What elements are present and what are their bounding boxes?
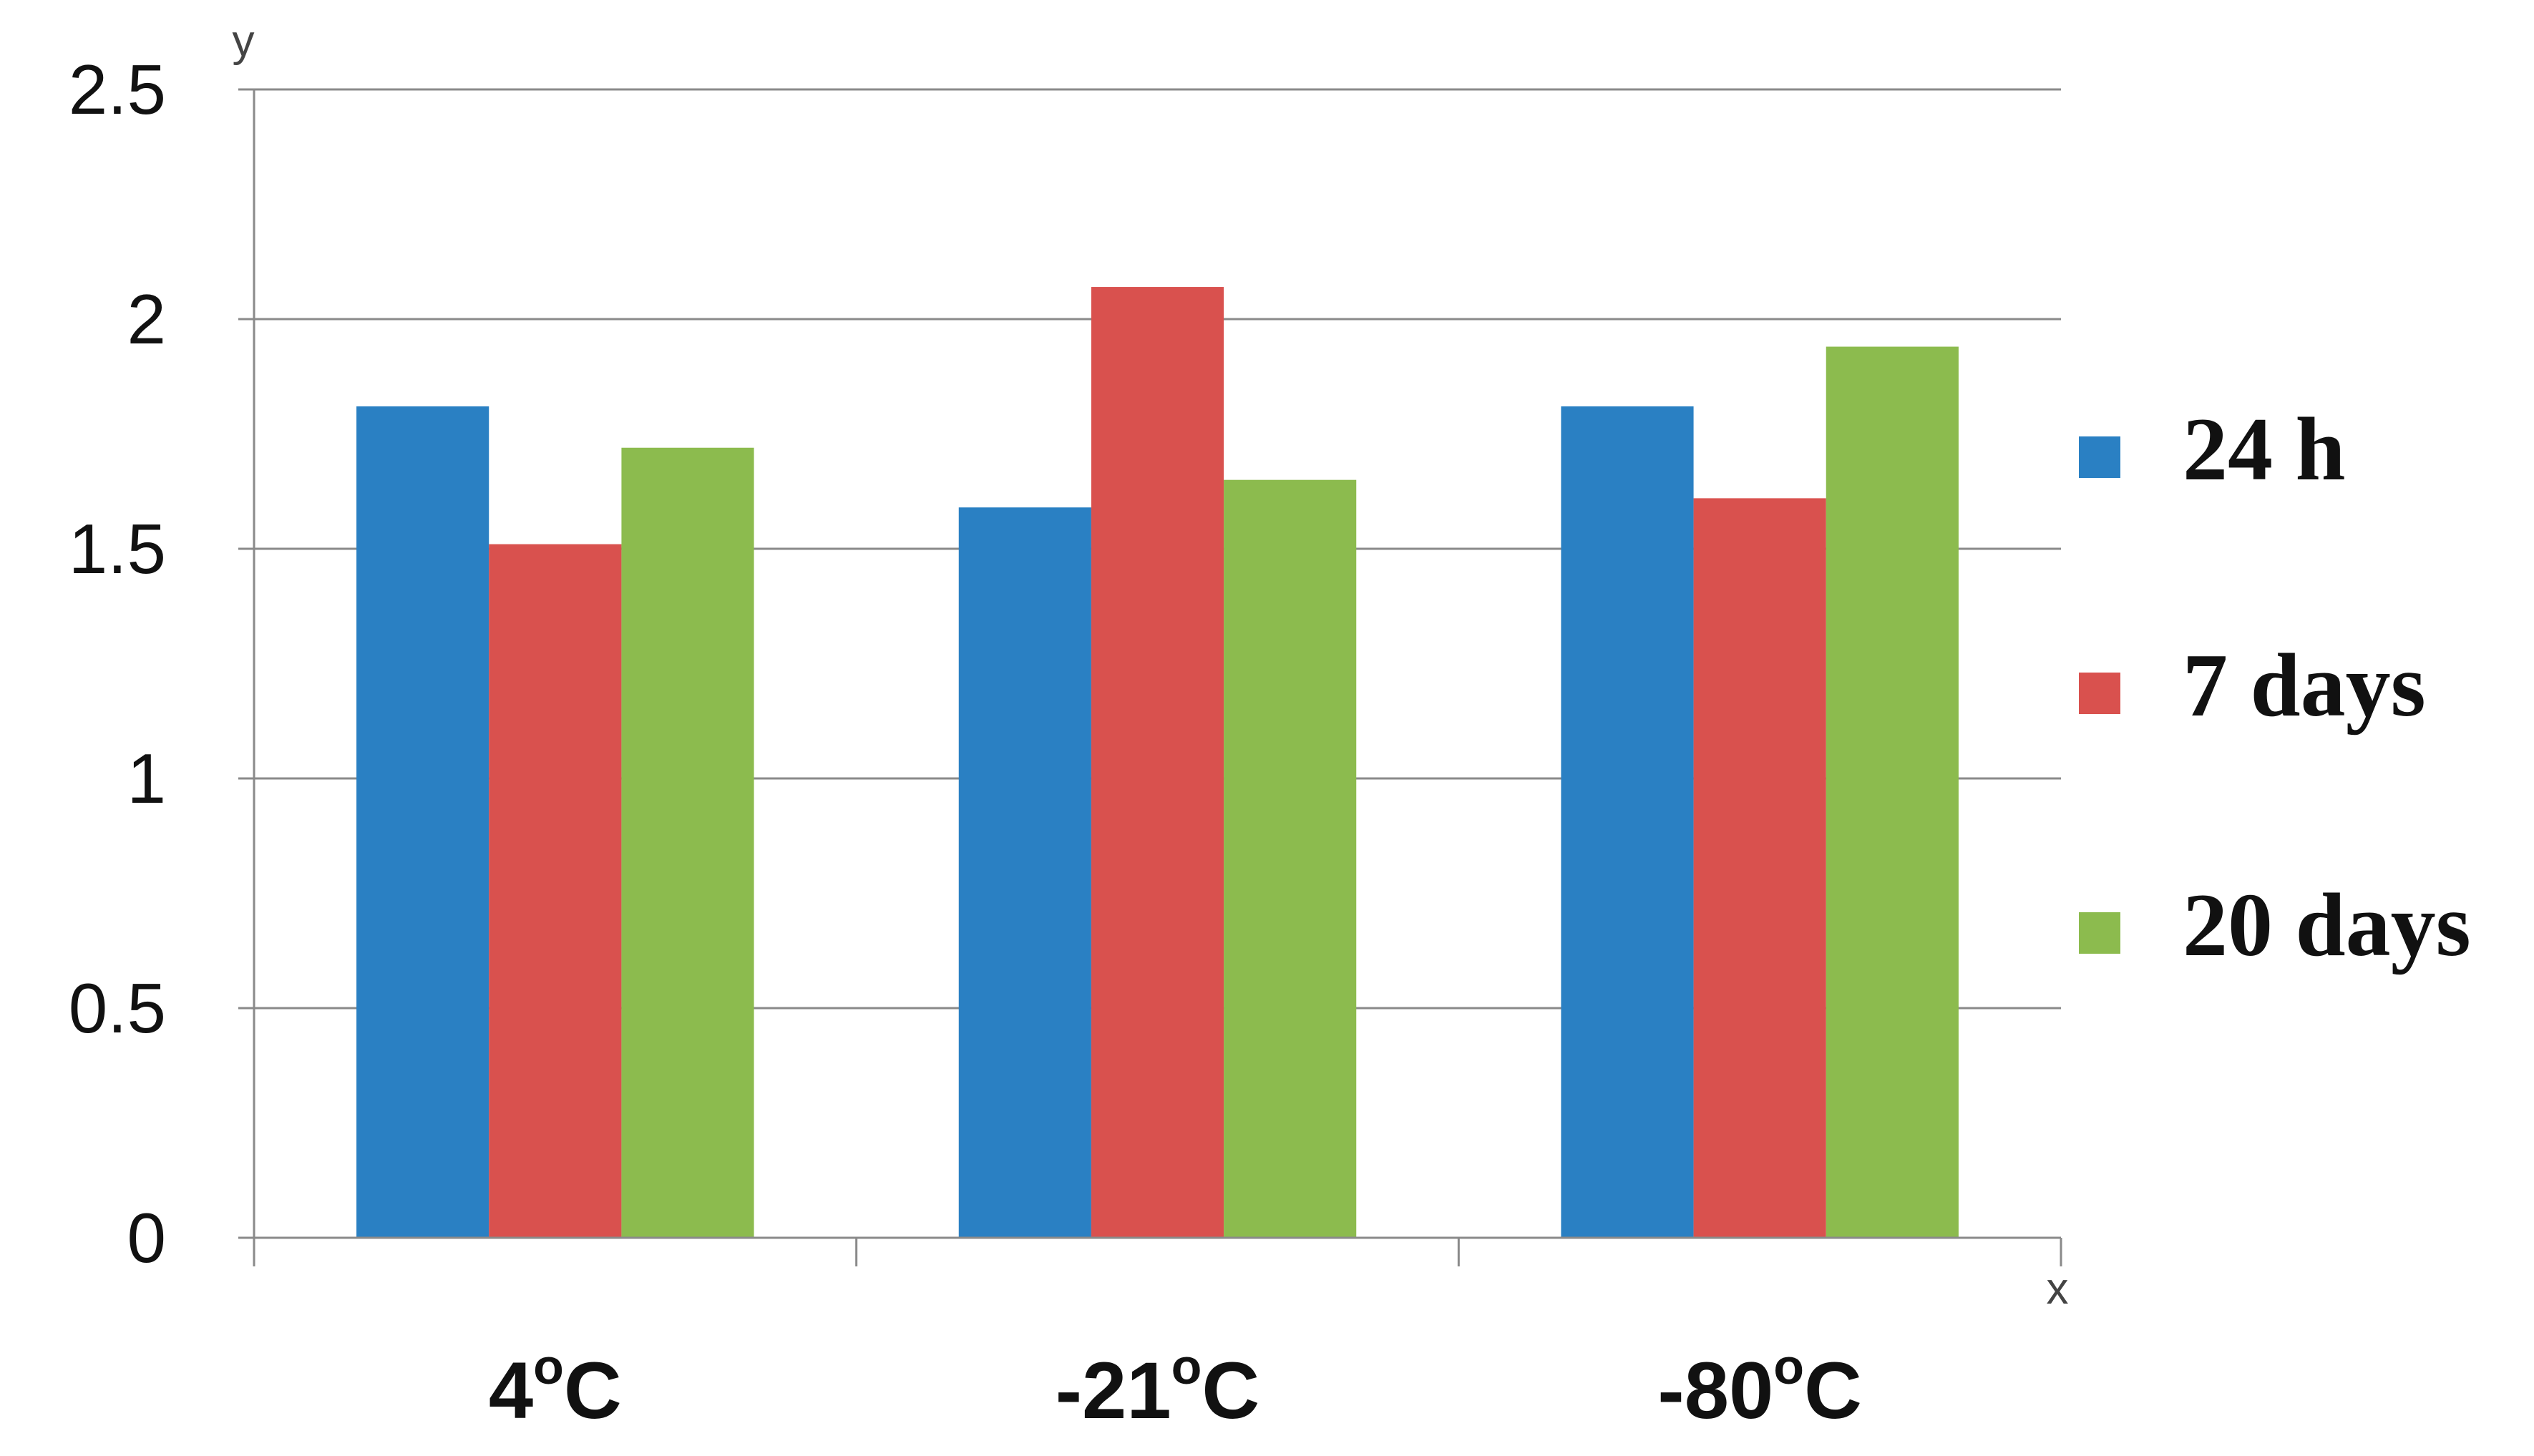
category-unit: C <box>1804 1346 1862 1435</box>
x-category-labels: 4oC -21oC -80oC <box>489 1339 1862 1435</box>
bar-24-h-0 <box>356 406 489 1238</box>
degree-superscript: o <box>1773 1339 1804 1394</box>
y-tick-labels: 0 0.5 1 1.5 2 2.5 <box>69 50 166 1277</box>
category-unit: C <box>1202 1346 1259 1435</box>
legend-label: 7 days <box>2183 636 2426 736</box>
x-category-label: -21oC <box>1056 1339 1260 1435</box>
x-axis-label: x <box>2047 1264 2069 1314</box>
bar-20-days-2 <box>1826 346 1959 1238</box>
legend-swatch <box>2079 673 2120 714</box>
bar-7-days-1 <box>1091 287 1224 1238</box>
category-value: -21 <box>1056 1346 1171 1435</box>
degree-superscript: o <box>1171 1339 1202 1394</box>
y-tick-label: 0.5 <box>69 969 166 1047</box>
y-tick-label: 2.5 <box>69 50 166 129</box>
degree-superscript: o <box>533 1339 564 1394</box>
bar-24-h-1 <box>958 507 1091 1238</box>
legend: 24 h 7 days 20 days <box>2079 400 2471 975</box>
y-axis-label: y <box>233 16 255 66</box>
legend-swatch <box>2079 912 2120 954</box>
legend-label: 20 days <box>2183 876 2471 975</box>
y-tick-label: 2 <box>127 280 166 358</box>
y-tick-label: 1.5 <box>69 509 166 588</box>
bar-20-days-0 <box>621 447 754 1238</box>
legend-label: 24 h <box>2183 400 2346 499</box>
axes <box>238 88 2062 1266</box>
bar-24-h-2 <box>1561 406 1694 1238</box>
category-value: 4 <box>489 1346 533 1435</box>
bar-20-days-1 <box>1224 479 1357 1238</box>
bar-7-days-0 <box>489 544 622 1238</box>
y-tick-label: 1 <box>127 739 166 818</box>
legend-swatch <box>2079 436 2120 478</box>
x-category-label: 4oC <box>489 1339 622 1435</box>
category-unit: C <box>564 1346 622 1435</box>
x-category-label: -80oC <box>1657 1339 1862 1435</box>
category-value: -80 <box>1657 1346 1773 1435</box>
bars <box>356 287 1959 1238</box>
y-tick-label: 0 <box>127 1198 166 1277</box>
bar-7-days-2 <box>1693 498 1826 1238</box>
